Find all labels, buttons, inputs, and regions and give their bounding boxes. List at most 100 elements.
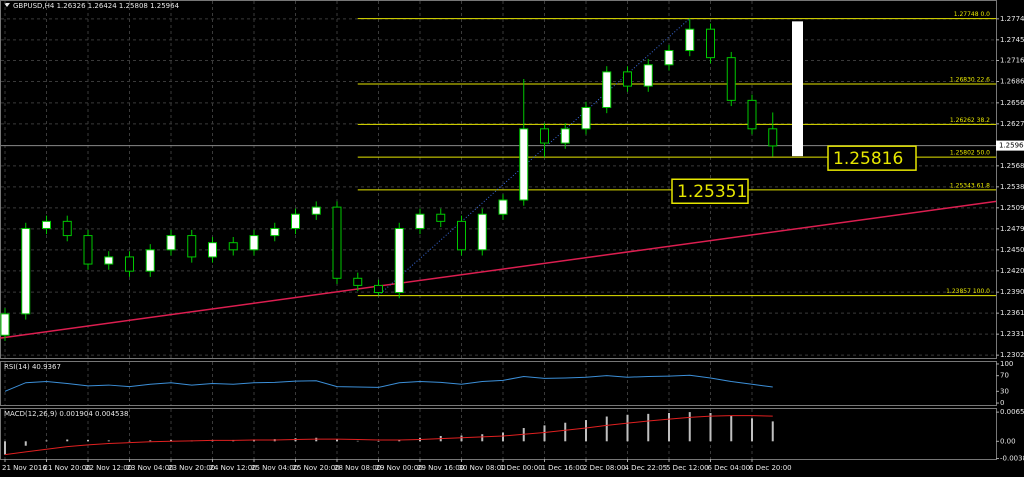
candle-body — [581, 106, 591, 130]
candle-body — [560, 128, 570, 144]
candle-body — [768, 128, 778, 147]
x-tick-label: 25 Nov 04:00 — [251, 464, 298, 472]
candle-body — [208, 242, 217, 258]
candle-body — [228, 242, 238, 251]
y-tick-label: 1.25385 — [1000, 183, 1024, 191]
y-tick-label: 1.23610 — [1000, 309, 1024, 317]
macd-bar — [24, 441, 27, 446]
x-tick-label: 23 Nov 20:00 — [168, 464, 215, 472]
macd-panel — [0, 408, 997, 460]
macd-bar — [87, 439, 89, 442]
y-tick-label: 30 — [1000, 387, 1009, 395]
macd-title: MACD(12,26,9) 0.001904 0.004538 — [4, 410, 128, 418]
main-panel — [0, 0, 997, 359]
candle-body — [623, 71, 632, 87]
y-tick-label: 1.27745 — [1000, 15, 1024, 23]
candle-body — [42, 220, 51, 229]
x-tick-label: 4 Dec 22:05 — [625, 464, 668, 472]
current-price-label: 1.25964 — [999, 142, 1024, 150]
chart-title: GBPUSD,H4 1.26326 1.26424 1.25808 1.2596… — [13, 2, 180, 10]
candle-body — [540, 128, 549, 144]
x-tick-label: 1 Dec 16:00 — [542, 464, 585, 472]
candle-body — [291, 213, 300, 229]
macd-bar — [460, 435, 463, 442]
y-tick-label: 1.25090 — [1000, 204, 1024, 212]
macd-bar — [647, 413, 650, 442]
candle-body — [374, 284, 383, 294]
candle-body — [664, 50, 674, 66]
macd-bar — [170, 439, 172, 442]
rsi-title: RSI(14) 40.9367 — [4, 363, 61, 371]
macd-bar — [398, 439, 401, 442]
candle-body — [0, 313, 10, 336]
x-tick-label: 1 Dec 00:00 — [500, 464, 543, 472]
candle-body — [62, 220, 72, 237]
candle-body — [457, 220, 466, 251]
y-tick-label: 1.26865 — [1000, 77, 1024, 85]
macd-bar — [688, 412, 691, 442]
candle-body — [249, 235, 259, 251]
fib-label: 1.26262 38.2 — [950, 117, 990, 124]
y-tick-label: 1.24205 — [1000, 267, 1024, 275]
annotation-label: 1.25351 — [677, 182, 747, 202]
macd-bar — [564, 422, 567, 442]
x-tick-label: 25 Nov 20:00 — [293, 464, 340, 472]
y-tick-label: 0.00 — [1000, 437, 1016, 445]
y-tick-label: 1.23315 — [1000, 330, 1024, 338]
candle-body — [21, 227, 31, 315]
candle-body — [706, 28, 715, 59]
macd-bar — [4, 441, 6, 455]
trendline — [0, 200, 997, 339]
fib-label: 1.26830 22.6 — [950, 76, 990, 83]
fib-label: 1.23857 100.0 — [946, 288, 990, 295]
annotation-box — [671, 178, 749, 204]
candle-body — [436, 213, 446, 222]
x-tick-label: 2 Dec 08:00 — [583, 464, 626, 472]
candle-body — [477, 213, 487, 251]
macd-bar — [751, 418, 753, 442]
candle-body — [685, 28, 695, 52]
macd-bar — [128, 440, 131, 442]
macd-bar — [107, 440, 110, 442]
candle-body — [270, 227, 280, 237]
y-tick-label: 1.27160 — [1000, 56, 1024, 64]
macd-bar — [149, 440, 152, 442]
macd-bar — [771, 421, 774, 442]
fib-label: 1.25802 50.0 — [950, 150, 990, 157]
fib-anchor-line — [378, 18, 691, 296]
y-tick-label: 70 — [1000, 372, 1009, 380]
macd-bar — [336, 439, 338, 442]
candle-body — [83, 235, 93, 265]
current-price-box — [996, 140, 1024, 151]
candle-body — [415, 213, 425, 229]
y-tick-label: -0.003894 — [1000, 455, 1024, 463]
macd-bar — [481, 434, 484, 442]
candle-body — [498, 199, 508, 215]
x-tick-label: 30 Nov 08:00 — [459, 464, 506, 472]
candle-body — [602, 71, 612, 108]
macd-bar — [668, 412, 670, 442]
y-tick-label: 0 — [1000, 399, 1004, 407]
x-tick-label: 29 Nov 16:00 — [417, 464, 464, 472]
macd-bar — [709, 412, 712, 442]
candle-body — [643, 64, 653, 87]
candle-body — [747, 99, 757, 130]
x-tick-label: 5 Dec 12:00 — [666, 464, 709, 472]
candle-body — [332, 206, 342, 279]
candle-body — [125, 256, 134, 272]
y-tick-label: 1.27450 — [1000, 36, 1024, 44]
candle-body — [187, 235, 197, 258]
y-tick-label: 1.23905 — [1000, 288, 1024, 296]
candle-body — [726, 57, 736, 101]
y-tick-label: 1.23020 — [1000, 351, 1024, 359]
y-tick-label: 1.25680 — [1000, 162, 1024, 170]
x-tick-label: 28 Nov 08:00 — [334, 464, 381, 472]
candle-body — [104, 256, 114, 265]
panel-frames — [0, 0, 997, 460]
x-tick-label: 24 Nov 12:00 — [210, 464, 257, 472]
x-tick-label: 21 Nov 20:00 — [44, 464, 91, 472]
y-tick-label: 1.24795 — [1000, 225, 1024, 233]
range-marker — [792, 21, 803, 157]
y-tick-label: 1.24500 — [1000, 246, 1024, 254]
